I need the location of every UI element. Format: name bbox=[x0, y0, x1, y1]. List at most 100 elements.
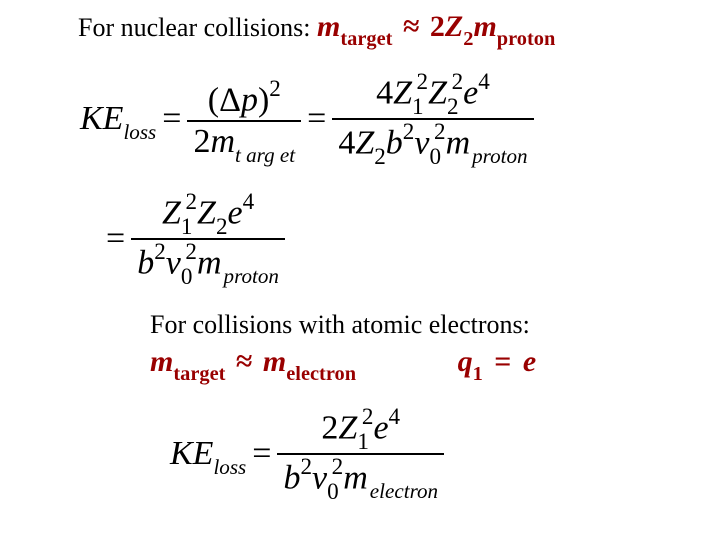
d3be: 2 bbox=[300, 454, 312, 480]
d2v: v bbox=[166, 245, 181, 282]
d3v2: 2 bbox=[332, 454, 344, 480]
frac-4z1z2e4: 4Z12Z22e4 4Z2b2v02mproton bbox=[332, 70, 533, 169]
nZ1: Z bbox=[162, 194, 181, 231]
exp2: 2 bbox=[269, 76, 281, 102]
electron-assumptions: mtarget ≈ melectron q1 = e bbox=[150, 345, 536, 384]
n3Zs: 1 bbox=[357, 429, 369, 455]
m3: m bbox=[150, 345, 173, 378]
q1: 1 bbox=[473, 363, 483, 385]
nZ2: Z bbox=[197, 194, 216, 231]
e1: 2 bbox=[417, 69, 429, 95]
d3b: b bbox=[283, 460, 300, 497]
n3e4: 4 bbox=[389, 404, 401, 430]
ke2: KE bbox=[170, 435, 213, 472]
dv2: 2 bbox=[434, 119, 446, 145]
n3e: e bbox=[373, 409, 388, 446]
d3m: m bbox=[343, 460, 368, 497]
n3-2: 2 bbox=[321, 409, 338, 446]
Z2: Z bbox=[428, 74, 447, 111]
delta: Δ bbox=[219, 81, 241, 118]
s2: 2 bbox=[447, 94, 459, 120]
n3Z: Z bbox=[338, 409, 357, 446]
s1: 1 bbox=[412, 94, 424, 120]
approx-sym: ≈ bbox=[400, 10, 422, 43]
den3: b2v02melectron bbox=[277, 455, 444, 503]
frac-z1z2e4: Z12Z2e4 b2v02mproton bbox=[131, 190, 285, 289]
ke-var: KEloss bbox=[80, 100, 156, 138]
rp: ) bbox=[258, 81, 269, 118]
dm: m bbox=[446, 125, 471, 162]
equation-simplified: = Z12Z2e4 b2v02mproton bbox=[100, 190, 285, 289]
d3me: electron bbox=[370, 479, 438, 503]
var-m2: m bbox=[473, 10, 496, 43]
den2: b2v02mproton bbox=[131, 240, 285, 288]
e: e bbox=[523, 345, 536, 378]
coef-2: 2 bbox=[430, 10, 445, 43]
lp: ( bbox=[208, 81, 219, 118]
ke2s: loss bbox=[213, 455, 246, 479]
heading-nuclear: For nuclear collisions: mtarget ≈ 2Z2mpr… bbox=[78, 10, 555, 49]
nZ1e: 2 bbox=[185, 189, 197, 215]
den-4z2: 4Z2b2v02mproton bbox=[332, 120, 533, 168]
d2m: m bbox=[197, 245, 222, 282]
d4: 4 bbox=[338, 125, 355, 162]
dmp: proton bbox=[472, 144, 527, 168]
d3v0: 0 bbox=[327, 479, 339, 505]
nZ1s: 1 bbox=[181, 214, 193, 240]
dv0: 0 bbox=[429, 144, 441, 170]
two: 2 bbox=[193, 123, 210, 160]
nZ2s: 2 bbox=[216, 214, 228, 240]
dv: v bbox=[414, 125, 429, 162]
eq: = bbox=[490, 345, 515, 378]
m4: m bbox=[263, 345, 286, 378]
ee: e bbox=[463, 74, 478, 111]
mass-electron: mtarget ≈ melectron bbox=[150, 345, 364, 378]
ne4: 4 bbox=[243, 189, 255, 215]
d2v0: 0 bbox=[181, 264, 193, 290]
e2: 2 bbox=[452, 69, 464, 95]
d2v2: 2 bbox=[185, 239, 197, 265]
num-dp2: (Δp)2 bbox=[202, 77, 287, 120]
num3: 2Z12e4 bbox=[315, 405, 406, 453]
d2mp: proton bbox=[224, 264, 279, 288]
Z1: Z bbox=[393, 74, 412, 111]
intro-nuclear: For nuclear collisions: bbox=[78, 13, 317, 42]
dZs: 2 bbox=[374, 144, 386, 170]
num2: Z12Z2e4 bbox=[156, 190, 260, 238]
sub-target: target bbox=[340, 28, 392, 50]
ke-sub: loss bbox=[123, 120, 156, 144]
four: 4 bbox=[376, 74, 393, 111]
n3Ze: 2 bbox=[362, 404, 374, 430]
approx2: ≈ bbox=[233, 345, 255, 378]
dbe: 2 bbox=[403, 119, 415, 145]
d2b: b bbox=[137, 245, 154, 282]
slide: For nuclear collisions: mtarget ≈ 2Z2mpr… bbox=[0, 0, 720, 540]
equation-ke-full: KEloss = (Δp)2 2mt arg et = 4Z12Z22e4 4Z… bbox=[80, 70, 534, 169]
equals-1: = bbox=[156, 100, 187, 138]
frac-dp2-over-2m: (Δp)2 2mt arg et bbox=[187, 77, 301, 162]
sub-z2: 2 bbox=[463, 28, 473, 50]
equation-ke-electron: KEloss = 2Z12e4 b2v02melectron bbox=[170, 405, 444, 504]
charge-q1: q1 = e bbox=[458, 345, 537, 378]
mass-target-nuclear: mtarget ≈ 2Z2mproton bbox=[317, 10, 555, 43]
d3v: v bbox=[312, 460, 327, 497]
den-2m: 2mt arg et bbox=[187, 122, 301, 162]
ke: KE bbox=[80, 100, 123, 137]
q: q bbox=[458, 345, 473, 378]
var-Z: Z bbox=[445, 10, 463, 43]
equals-2: = bbox=[301, 100, 332, 138]
ke-var-2: KEloss bbox=[170, 435, 246, 473]
var-m: m bbox=[317, 10, 340, 43]
m4s: electron bbox=[286, 363, 356, 385]
target-sub: t arg et bbox=[235, 143, 295, 167]
p: p bbox=[241, 81, 258, 118]
e4: 4 bbox=[478, 69, 490, 95]
heading-electrons: For collisions with atomic electrons: bbox=[150, 310, 530, 340]
m: m bbox=[210, 123, 235, 160]
m3s: target bbox=[173, 363, 225, 385]
equals-3: = bbox=[100, 220, 131, 258]
dZ: Z bbox=[355, 125, 374, 162]
frac-2z1e4: 2Z12e4 b2v02melectron bbox=[277, 405, 444, 504]
sub-proton: proton bbox=[497, 28, 556, 50]
ne: e bbox=[228, 194, 243, 231]
